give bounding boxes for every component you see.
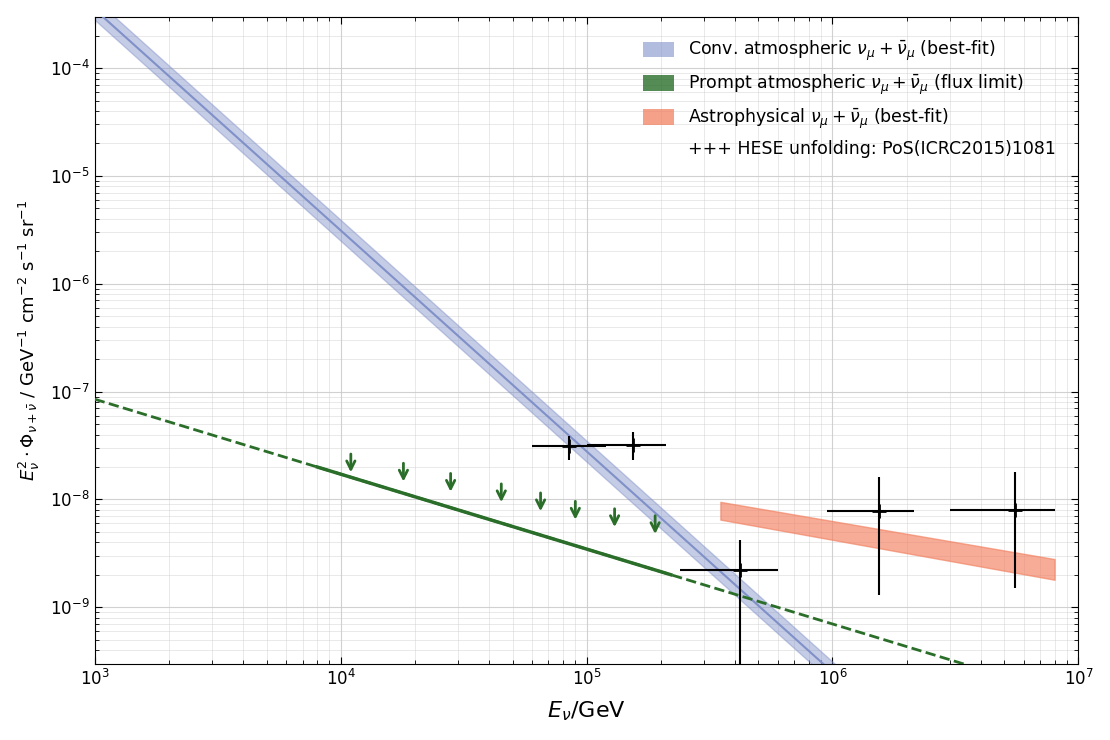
X-axis label: $E_{\nu}$/GeV: $E_{\nu}$/GeV [547, 700, 626, 723]
Y-axis label: $E^2_{\nu} \cdot \Phi_{\nu+\bar{\nu}}$ / GeV$^{-1}$ cm$^{-2}$ s$^{-1}$ sr$^{-1}$: $E^2_{\nu} \cdot \Phi_{\nu+\bar{\nu}}$ /… [17, 200, 42, 481]
Legend: Conv. atmospheric $\nu_\mu + \bar{\nu}_\mu$ (best-fit), Prompt atmospheric $\nu_: Conv. atmospheric $\nu_\mu + \bar{\nu}_\… [629, 25, 1070, 172]
